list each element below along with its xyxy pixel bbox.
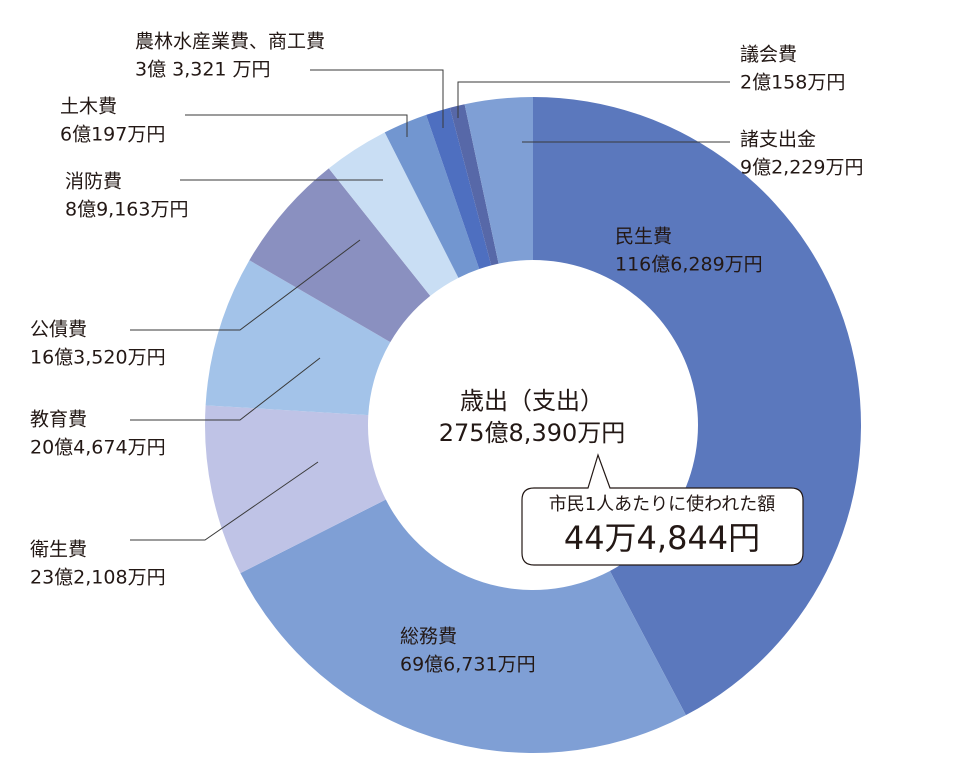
leader-line (457, 81, 730, 118)
slice-label: 土木費 (60, 96, 117, 118)
slice (205, 260, 391, 416)
slice (328, 132, 459, 296)
slice-value-label: 20億4,674万円 (30, 437, 166, 459)
slice-label: 衛生費 (30, 539, 87, 561)
slice-value-label: 16億3,520万円 (30, 347, 166, 369)
center-title: 歳出（支出） (460, 387, 604, 415)
slice (240, 499, 686, 753)
slice-label: 農林水産業費、商工費 (135, 31, 325, 53)
slice-value-label: 2億158万円 (740, 72, 845, 94)
slice-label: 消防費 (65, 171, 122, 193)
leader-line (130, 239, 361, 331)
slice-label: 議会費 (740, 44, 797, 66)
slice-label: 総務費 (400, 626, 457, 648)
slice-value-label: 23億2,108万円 (30, 567, 166, 589)
callout-box (521, 453, 804, 566)
leader-line (130, 461, 319, 541)
slice-value-label: 3億 3,321 万円 (135, 59, 271, 81)
leaders (130, 69, 730, 541)
leader-line (185, 114, 408, 137)
slice-value-label: 69億6,731万円 (400, 654, 536, 676)
slice-label: 教育費 (30, 409, 87, 431)
slice (426, 107, 492, 270)
slice-label: 諸支出金 (740, 129, 816, 151)
slice (449, 104, 499, 266)
center-total: 275億8,390万円 (439, 419, 626, 447)
slice-label: 民生費 (615, 226, 672, 248)
slice (464, 97, 533, 264)
slice-label: 公債費 (30, 319, 87, 341)
slice (384, 114, 480, 278)
callout-label: 市民1人あたりに使われた額 (549, 494, 776, 515)
slice-value-label: 116億6,289万円 (615, 254, 763, 276)
callout-value: 44万4,844円 (564, 519, 760, 557)
slice-value-label: 6億197万円 (60, 124, 165, 146)
slice-value-label: 9億2,229万円 (740, 157, 863, 179)
leader-line (310, 69, 444, 128)
leader-line (130, 357, 321, 421)
slice (205, 405, 386, 574)
slice-value-label: 8億9,163万円 (65, 199, 188, 221)
